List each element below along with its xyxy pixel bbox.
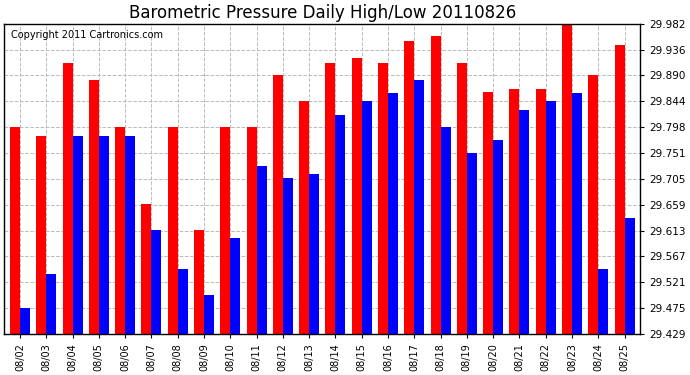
Bar: [177, 269, 188, 334]
Bar: [520, 110, 529, 334]
Bar: [89, 80, 99, 334]
Bar: [335, 114, 346, 334]
Bar: [20, 308, 30, 334]
Bar: [624, 218, 635, 334]
Bar: [283, 178, 293, 334]
Bar: [589, 75, 598, 334]
Bar: [535, 89, 546, 334]
Bar: [273, 75, 283, 334]
Bar: [230, 238, 240, 334]
Bar: [388, 93, 398, 334]
Bar: [378, 63, 388, 334]
Bar: [404, 40, 414, 334]
Bar: [204, 295, 214, 334]
Text: Copyright 2011 Cartronics.com: Copyright 2011 Cartronics.com: [10, 30, 163, 40]
Bar: [467, 153, 477, 334]
Bar: [63, 63, 72, 334]
Bar: [598, 269, 609, 334]
Bar: [509, 89, 520, 334]
Bar: [46, 274, 56, 334]
Bar: [37, 136, 46, 334]
Bar: [352, 58, 362, 334]
Bar: [440, 127, 451, 334]
Bar: [115, 127, 125, 334]
Bar: [326, 63, 335, 334]
Bar: [10, 127, 20, 334]
Bar: [246, 127, 257, 334]
Bar: [141, 204, 151, 334]
Bar: [194, 230, 204, 334]
Bar: [220, 127, 230, 334]
Bar: [493, 140, 503, 334]
Bar: [309, 174, 319, 334]
Bar: [483, 92, 493, 334]
Bar: [572, 93, 582, 334]
Bar: [72, 136, 83, 334]
Title: Barometric Pressure Daily High/Low 20110826: Barometric Pressure Daily High/Low 20110…: [128, 4, 516, 22]
Bar: [546, 101, 555, 334]
Bar: [151, 230, 161, 334]
Bar: [125, 136, 135, 334]
Bar: [562, 24, 572, 334]
Bar: [168, 127, 177, 334]
Bar: [257, 166, 266, 334]
Bar: [362, 101, 372, 334]
Bar: [414, 80, 424, 334]
Bar: [457, 63, 467, 334]
Bar: [615, 45, 624, 334]
Bar: [299, 101, 309, 334]
Bar: [431, 36, 440, 334]
Bar: [99, 136, 109, 334]
